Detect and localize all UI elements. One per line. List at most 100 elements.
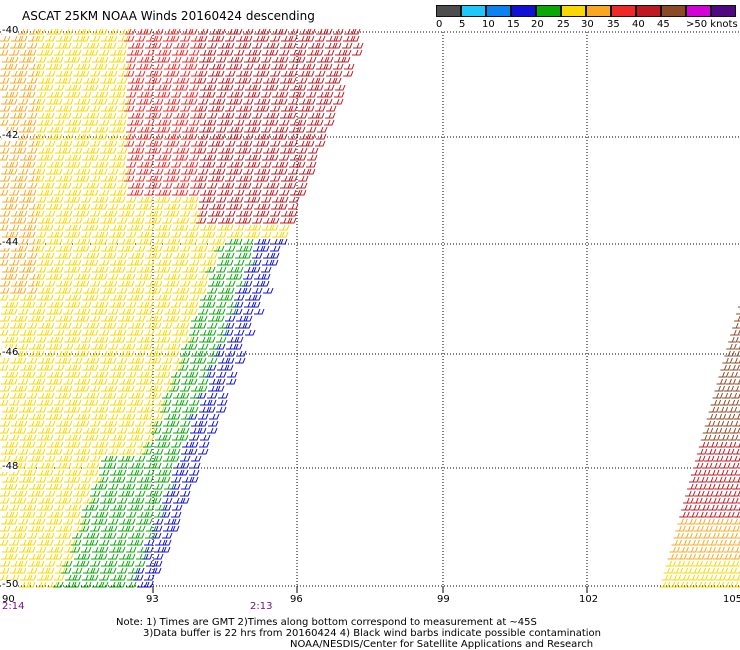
wind-barb (44, 287, 55, 294)
wind-barb (0, 35, 11, 42)
wind-barb (46, 133, 57, 140)
wind-barb (0, 119, 9, 126)
wind-barb (304, 35, 315, 42)
wind-barb (233, 266, 244, 273)
wind-barb (252, 147, 263, 154)
wind-barb (182, 336, 193, 343)
wind-barb (712, 455, 724, 462)
wind-barb (70, 406, 81, 413)
wind-barb (295, 91, 306, 98)
wind-barb (142, 63, 153, 70)
wind-barb (217, 84, 228, 91)
wind-barb (18, 98, 29, 105)
wind-barb (92, 441, 103, 448)
wind-barb (17, 490, 28, 497)
wind-barb (20, 504, 31, 511)
wind-barb (161, 154, 172, 161)
wind-barb (170, 28, 181, 35)
wind-barb (101, 35, 112, 42)
wind-barb (18, 343, 29, 350)
wind-barb (92, 56, 103, 63)
wind-barb (685, 553, 696, 560)
wind-barb (216, 196, 227, 203)
wind-barb (153, 63, 164, 70)
wind-barb (137, 441, 148, 448)
wind-barb (54, 259, 65, 266)
wind-barb (133, 84, 144, 91)
wind-barb (61, 462, 72, 469)
wind-barb (152, 280, 163, 287)
wind-barb (691, 469, 702, 476)
wind-barb (62, 560, 73, 567)
wind-barb (671, 539, 682, 546)
wind-barb (0, 147, 10, 154)
wind-barb (65, 154, 76, 161)
wind-barb (54, 294, 65, 301)
wind-barb (107, 140, 118, 147)
wind-barb (262, 154, 273, 161)
wind-barb (234, 329, 245, 336)
wind-barb (17, 140, 28, 147)
wind-barb (89, 462, 100, 469)
wind-barb (72, 77, 83, 84)
wind-barb (152, 245, 163, 252)
wind-barb (7, 203, 18, 210)
wind-barb (79, 210, 90, 217)
wind-barb (187, 308, 198, 315)
wind-barb (190, 112, 201, 119)
wind-barb (106, 182, 117, 189)
wind-barb (287, 175, 298, 182)
wind-barb (235, 217, 246, 224)
wind-barb (687, 483, 698, 490)
wind-barb (45, 560, 56, 567)
wind-barb (37, 329, 48, 336)
wind-barb (227, 266, 238, 273)
wind-barb (145, 357, 156, 364)
wind-barb (707, 476, 718, 483)
wind-barb (155, 189, 166, 196)
wind-barb (144, 469, 155, 476)
wind-barb (43, 84, 54, 91)
wind-barb (81, 91, 92, 98)
wind-barb (191, 385, 202, 392)
wind-barb (17, 560, 28, 567)
wind-barb (100, 147, 111, 154)
wind-barb (677, 581, 689, 588)
wind-barb (28, 350, 39, 357)
wind-barb (89, 532, 100, 539)
wind-barb (696, 483, 707, 490)
wind-barb (115, 161, 126, 168)
wind-barb (2, 336, 13, 343)
wind-barb (725, 539, 736, 546)
wind-barb (155, 329, 166, 336)
wind-barb (126, 476, 137, 483)
wind-barb (179, 112, 190, 119)
wind-barb (701, 560, 712, 567)
wind-barb (133, 434, 144, 441)
wind-barb (81, 406, 92, 413)
wind-barb (27, 462, 38, 469)
wind-barb (45, 105, 56, 112)
wind-barb (108, 203, 119, 210)
wind-barb (206, 49, 217, 56)
wind-barb (0, 105, 11, 112)
wind-barb (169, 315, 180, 322)
wind-barb (17, 525, 28, 532)
wind-barb (108, 553, 119, 560)
wind-barb (127, 504, 138, 511)
wind-barb (38, 77, 49, 84)
wind-barb (1, 413, 12, 420)
wind-barb (223, 119, 234, 126)
wind-barb (101, 385, 112, 392)
wind-barb (133, 399, 144, 406)
wind-barb (271, 203, 282, 210)
wind-barb (163, 105, 174, 112)
wind-barb (205, 126, 216, 133)
wind-barb (189, 119, 200, 126)
wind-barb (7, 308, 18, 315)
wind-barb (233, 56, 244, 63)
wind-barb (115, 406, 126, 413)
wind-barb (2, 161, 13, 168)
wind-barb (134, 252, 145, 259)
wind-barb (2, 301, 13, 308)
